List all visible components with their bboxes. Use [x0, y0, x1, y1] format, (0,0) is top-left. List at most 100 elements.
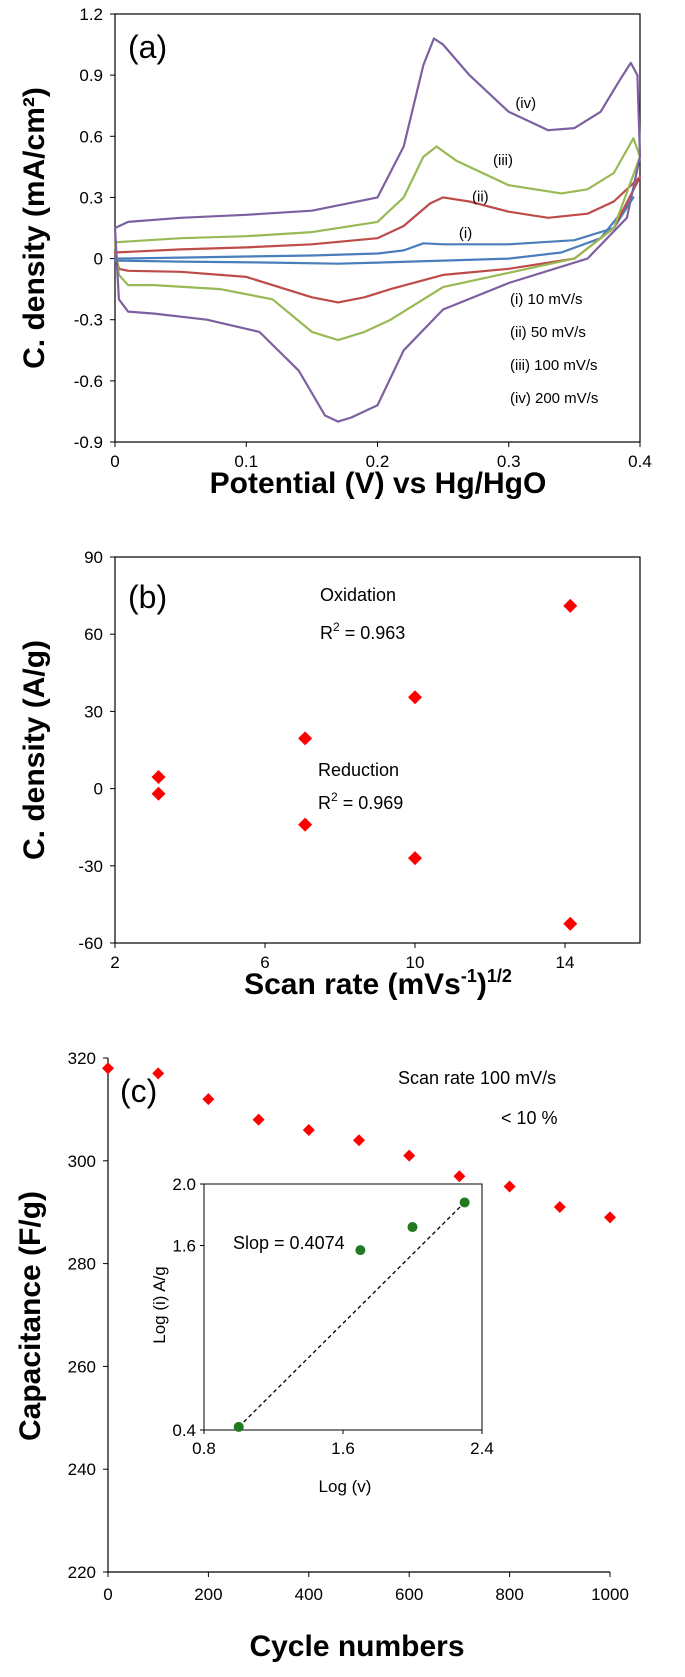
panel-c-letter: (c) [120, 1073, 157, 1109]
panel-b-scatter-chart: 90 60 30 0 -30 -60 2 6 10 14 (b) Oxidation R2 = 0… [18, 548, 641, 1001]
panel-a-x-tick-label: 0.1 [234, 452, 258, 471]
capacitance-point [604, 1211, 616, 1224]
capacitance-point [152, 1067, 165, 1080]
reduction-title: Reduction [318, 760, 399, 780]
panel-a-y-tick-label: 1.2 [79, 5, 103, 24]
panel-b-plot-frame [114, 556, 641, 944]
inset-y-tick-label: 0.4 [172, 1421, 196, 1440]
inset-y-tick-label: 2.0 [172, 1175, 196, 1194]
cv-curve-i [113, 196, 635, 265]
panel-a-x-axis-title: Potential (V) vs Hg/HgO [210, 467, 547, 500]
panel-c-x-tick-label: 600 [395, 1585, 423, 1604]
reduction-point [298, 817, 313, 832]
inset-y-tick-label: 1.6 [172, 1237, 196, 1256]
cv-curve-label: (iii) [493, 152, 513, 169]
panel-c-x-tick-label: 1000 [591, 1585, 629, 1604]
inset-point [355, 1245, 366, 1256]
panel-b-y-tick-label: -30 [78, 857, 103, 876]
panel-c-x-tick-label: 800 [495, 1585, 523, 1604]
panel-a-ticks: 1.2 0.9 0.6 0.3 0 -0.3 -0.6 -0.9 0 0.1 0.2 0.3 0.4 [74, 5, 652, 471]
inset-plot-frame [203, 1183, 483, 1431]
panel-a-legend-entry-ii: (ii) 50 mV/s [510, 324, 586, 341]
retention-annotation: < 10 % [501, 1108, 558, 1128]
panel-a-curve-labels: (iv) (iii) (ii) (i) [459, 95, 536, 242]
cv-curve-label: (iv) [515, 95, 536, 112]
inset-point [407, 1222, 418, 1233]
panel-a-legend-entry-iii: (iii) 100 mV/s [510, 357, 598, 374]
oxidation-r2: R2 = 0.963 [320, 620, 405, 643]
inset-x-tick-label: 1.6 [331, 1439, 355, 1458]
capacitance-point [202, 1093, 215, 1106]
inset-x-axis-title: Log (v) [319, 1477, 372, 1496]
panel-b-oxidation-annotation: Oxidation R2 = 0.963 [320, 585, 405, 643]
panel-b-x-tick-label: 14 [556, 953, 575, 972]
reduction-point [563, 916, 578, 931]
panel-a-legend-entry-iv: (iv) 200 mV/s [510, 390, 598, 407]
panel-a-x-tick-label: 0.4 [628, 452, 652, 471]
panel-a-y-tick-label: 0.9 [79, 66, 103, 85]
capacitance-point [403, 1149, 416, 1162]
panel-a-x-tick-label: 0 [110, 452, 119, 471]
panel-a-y-axis-title: C. density (mA/cm²) [18, 87, 51, 369]
panel-b-y-tick-label: 30 [84, 702, 103, 721]
panel-a-y-tick-label: 0.6 [79, 127, 103, 146]
panel-c-y-tick-label: 300 [68, 1152, 96, 1171]
panel-c-y-tick-label: 260 [68, 1357, 96, 1376]
capacitance-point [102, 1062, 114, 1075]
panel-a-x-tick-label: 0.3 [497, 452, 521, 471]
reduction-point [151, 786, 166, 801]
panel-a-letter: (a) [128, 29, 167, 65]
inset-ticks: 2.0 1.6 0.40.8 1.6 2.4 [172, 1175, 493, 1458]
panel-c-x-axis-title: Cycle numbers [249, 1630, 464, 1663]
panel-a-plot-frame [114, 13, 641, 443]
oxidation-title: Oxidation [320, 585, 396, 605]
panel-b-y-tick-label: 0 [94, 780, 103, 799]
capacitance-point [252, 1113, 265, 1126]
panel-b-reduction-annotation: Reduction R2 = 0.969 [318, 760, 403, 813]
inset-x-tick-label: 0.8 [192, 1439, 216, 1458]
panel-a-y-tick-label: -0.3 [74, 311, 103, 330]
panel-b-y-tick-label: 90 [84, 548, 103, 567]
panel-a-legend-entry-i: (i) 10 mV/s [510, 291, 583, 308]
scan-rate-annotation: Scan rate 100 mV/s [398, 1068, 556, 1088]
panel-b-ticks: 90 60 30 0 -30 -60 2 6 10 14 [78, 548, 574, 972]
inset-points [233, 1197, 470, 1432]
panel-b-x-tick-label: 10 [406, 953, 425, 972]
oxidation-point [563, 598, 578, 613]
cv-curve-label: (ii) [472, 189, 489, 206]
panel-b-x-axis-title: Scan rate (mVs-1)1/2 [244, 966, 512, 1001]
panel-a-curves [113, 37, 642, 423]
inset-x-tick-label: 2.4 [470, 1439, 494, 1458]
panel-b-x-tick-label: 6 [260, 953, 269, 972]
panel-b-x-tick-label: 2 [110, 953, 119, 972]
inset-point [459, 1197, 470, 1208]
panel-a-y-tick-label: 0.3 [79, 188, 103, 207]
capacitance-point [553, 1201, 566, 1214]
panel-a-y-tick-label: 0 [94, 250, 103, 269]
capacitance-point [302, 1123, 315, 1136]
inset-point [233, 1421, 244, 1432]
panel-a-y-tick-label: -0.9 [74, 433, 103, 452]
reduction-point [408, 851, 422, 866]
panel-a-y-tick-label: -0.6 [74, 372, 103, 391]
panel-c-y-tick-label: 220 [68, 1563, 96, 1582]
capacitance-point [503, 1180, 516, 1193]
panel-a-x-tick-label: 0.2 [366, 452, 390, 471]
panel-c-ticks: 320 300 280 260 240 220 0 200 400 600 800 1000 [68, 1049, 629, 1604]
panel-b-y-tick-label: 60 [84, 625, 103, 644]
panel-c-y-tick-label: 280 [68, 1255, 96, 1274]
panel-c-y-tick-label: 240 [68, 1460, 96, 1479]
panel-c-x-tick-label: 0 [103, 1585, 112, 1604]
oxidation-point [298, 731, 313, 746]
panel-a-legend: (i) 10 mV/s (ii) 50 mV/s (iii) 100 mV/s … [510, 291, 598, 407]
panel-c-x-tick-label: 400 [295, 1585, 323, 1604]
inset-y-axis-title: Log (i) A/g [150, 1266, 169, 1344]
panel-c-x-tick-label: 200 [194, 1585, 222, 1604]
panel-b-points [151, 598, 578, 931]
panel-b-y-tick-label: -60 [78, 934, 103, 953]
oxidation-point [151, 770, 166, 785]
panel-a-cv-chart: 1.2 0.9 0.6 0.3 0 -0.3 -0.6 -0.9 0 0.1 0.2 0.3 0.4 (… [18, 5, 652, 500]
panel-b-letter: (b) [128, 579, 167, 615]
